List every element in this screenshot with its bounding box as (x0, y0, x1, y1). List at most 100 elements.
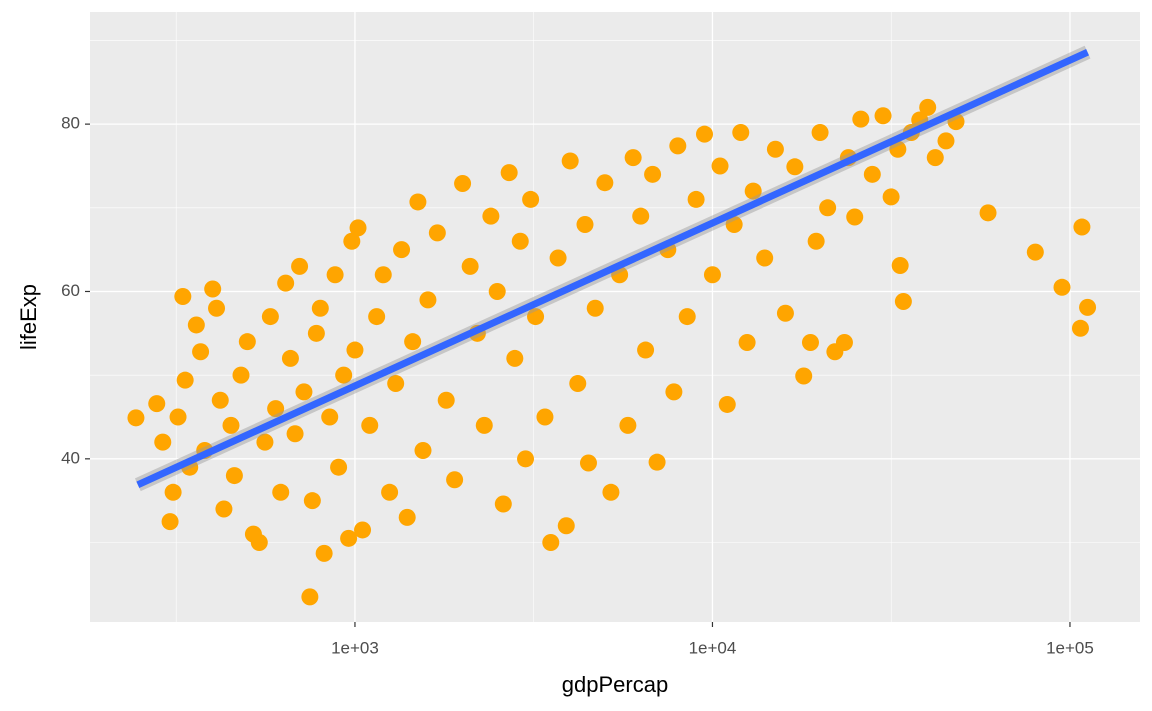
point (852, 110, 870, 128)
point (506, 349, 524, 367)
point (561, 152, 579, 170)
point (725, 216, 743, 234)
point (307, 324, 325, 342)
point (404, 333, 422, 351)
point (311, 299, 329, 317)
point (542, 534, 560, 552)
point (321, 408, 339, 426)
point (330, 458, 348, 476)
point (863, 165, 881, 183)
point (669, 137, 687, 155)
point (1026, 243, 1044, 261)
point (381, 483, 399, 501)
point (127, 409, 145, 427)
point (549, 249, 567, 267)
point (517, 450, 535, 468)
point (766, 140, 784, 158)
point (291, 257, 309, 275)
point (232, 366, 250, 384)
y-axis-title: lifeExp (16, 284, 41, 350)
fit-line (136, 48, 1090, 488)
point (695, 125, 713, 143)
point (409, 193, 427, 211)
point (1053, 278, 1071, 296)
point (536, 408, 554, 426)
point (846, 208, 864, 226)
point (250, 534, 268, 552)
point (295, 383, 313, 401)
point (169, 408, 187, 426)
point (281, 349, 299, 367)
point (637, 341, 655, 359)
point (500, 164, 518, 182)
point (644, 165, 662, 183)
point (419, 291, 437, 309)
point (174, 287, 192, 305)
point (919, 98, 937, 116)
point (882, 188, 900, 206)
point (446, 471, 464, 489)
point (393, 241, 411, 259)
point (286, 425, 304, 443)
point (926, 149, 944, 167)
point (267, 400, 285, 418)
point (619, 416, 637, 434)
point (718, 395, 736, 413)
point (461, 257, 479, 275)
point (208, 299, 226, 317)
point (811, 123, 829, 141)
point (874, 107, 892, 125)
y-tick-label: 80 (61, 114, 80, 133)
point (835, 334, 853, 352)
point (744, 182, 762, 200)
point (488, 282, 506, 300)
point (454, 175, 472, 193)
point (437, 391, 455, 409)
point (624, 149, 642, 167)
y-tick-label: 60 (61, 281, 80, 300)
point (414, 441, 432, 459)
point (1071, 319, 1089, 337)
point (756, 249, 774, 267)
point (374, 266, 392, 284)
point (204, 280, 222, 298)
point (387, 375, 405, 393)
point (354, 521, 372, 539)
x-tick-label: 1e+04 (689, 638, 737, 657)
point (1079, 298, 1097, 316)
point (889, 140, 907, 158)
point (343, 232, 361, 250)
marks (127, 45, 1097, 606)
point (665, 383, 683, 401)
point (786, 158, 804, 176)
point (687, 190, 705, 208)
point (494, 495, 512, 513)
point (807, 232, 825, 250)
point (303, 492, 321, 510)
point (482, 207, 500, 225)
point (315, 544, 333, 562)
x-axis-title: gdpPercap (562, 672, 668, 697)
point (795, 367, 813, 385)
point (703, 266, 721, 284)
point (261, 308, 279, 326)
point (527, 308, 545, 326)
point (776, 304, 794, 322)
point (256, 433, 274, 451)
point (678, 308, 696, 326)
point (187, 316, 205, 334)
point (576, 216, 594, 234)
point (340, 529, 358, 547)
point (346, 341, 364, 359)
point (335, 366, 353, 384)
point (602, 483, 620, 501)
point (596, 174, 614, 192)
point (475, 416, 493, 434)
point (937, 132, 955, 150)
point (711, 157, 729, 175)
point (557, 517, 575, 535)
point (301, 588, 319, 606)
point (211, 391, 229, 409)
